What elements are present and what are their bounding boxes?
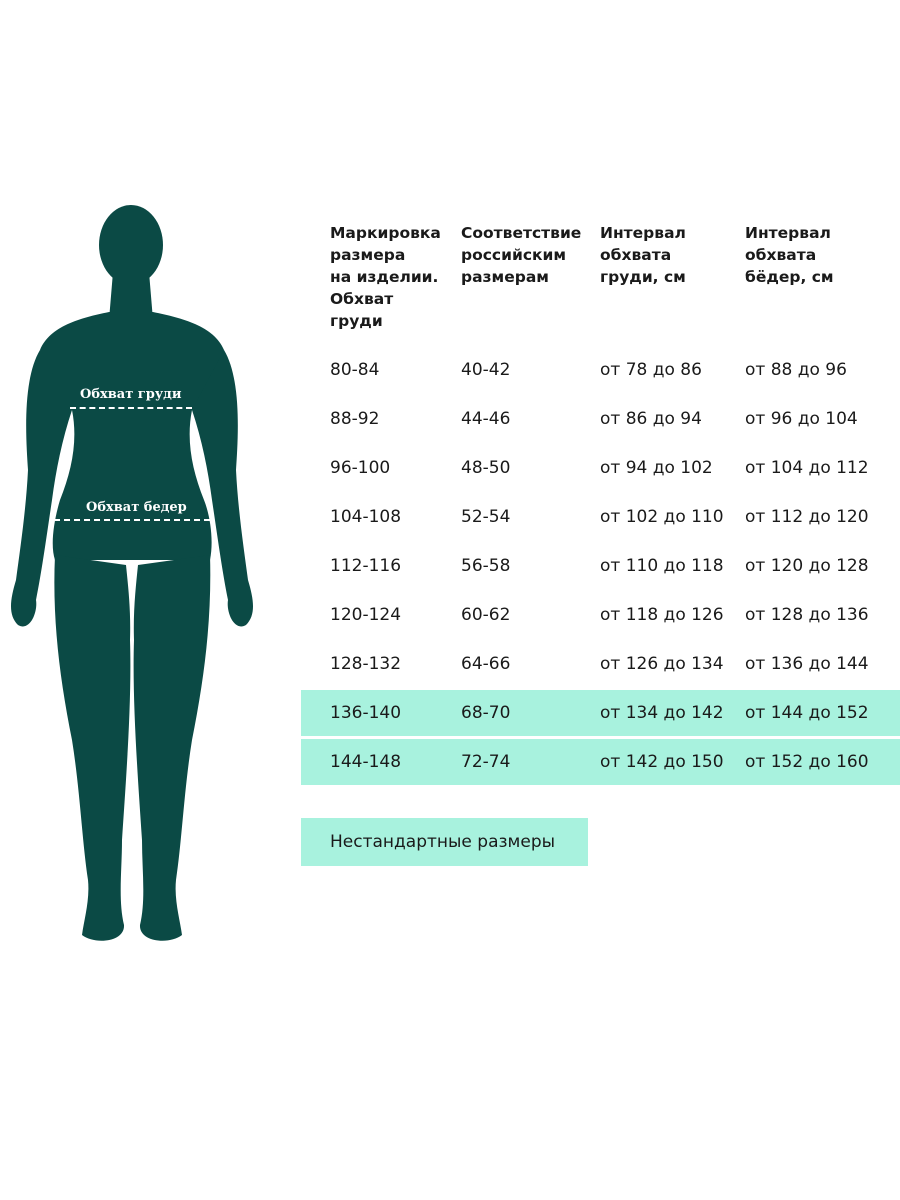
cell-hip-range: от 128 до 136 — [745, 605, 869, 625]
cell-russian-size: 60-62 — [461, 605, 511, 625]
body-silhouette-icon — [11, 205, 253, 941]
cell-russian-size: 44-46 — [461, 409, 511, 429]
cell-size-marking: 120-124 — [330, 605, 402, 625]
cell-chest-range: от 94 до 102 — [600, 458, 713, 478]
cell-chest-range: от 110 до 118 — [600, 556, 724, 576]
cell-russian-size: 56-58 — [461, 556, 511, 576]
table-row: 128-132 64-66 от 126 до 134 от 136 до 14… — [301, 641, 900, 687]
table-row: 120-124 60-62 от 118 до 126 от 128 до 13… — [301, 592, 900, 638]
body-silhouette: Обхват груди Обхват бедер — [0, 0, 260, 960]
header-hip-range: Интервал обхвата бёдер, см — [745, 224, 834, 286]
table-row: 112-116 56-58 от 110 до 118 от 120 до 12… — [301, 543, 900, 589]
table-row-highlighted: 144-148 72-74 от 142 до 150 от 152 до 16… — [301, 739, 900, 785]
hip-measure-line — [54, 519, 210, 521]
nonstandard-sizes-label: Нестандартные размеры — [301, 818, 588, 866]
cell-hip-range: от 152 до 160 — [745, 752, 869, 772]
cell-size-marking: 80-84 — [330, 360, 380, 380]
cell-hip-range: от 88 до 96 — [745, 360, 847, 380]
table-row: 80-84 40-42 от 78 до 86 от 88 до 96 — [301, 347, 900, 393]
cell-russian-size: 52-54 — [461, 507, 511, 527]
cell-size-marking: 144-148 — [330, 752, 402, 772]
cell-russian-size: 40-42 — [461, 360, 511, 380]
table-row: 96-100 48-50 от 94 до 102 от 104 до 112 — [301, 445, 900, 491]
cell-chest-range: от 102 до 110 — [600, 507, 724, 527]
cell-hip-range: от 136 до 144 — [745, 654, 869, 674]
cell-hip-range: от 120 до 128 — [745, 556, 869, 576]
cell-size-marking: 96-100 — [330, 458, 391, 478]
hip-label: Обхват бедер — [86, 500, 187, 515]
table-row-highlighted: 136-140 68-70 от 134 до 142 от 144 до 15… — [301, 690, 900, 736]
cell-chest-range: от 142 до 150 — [600, 752, 724, 772]
header-size-marking: Маркировка размера на изделии. Обхват гр… — [330, 224, 441, 330]
cell-chest-range: от 118 до 126 — [600, 605, 724, 625]
cell-hip-range: от 104 до 112 — [745, 458, 869, 478]
cell-size-marking: 112-116 — [330, 556, 402, 576]
header-chest-range: Интервал обхвата груди, см — [600, 224, 686, 286]
table-row: 88-92 44-46 от 86 до 94 от 96 до 104 — [301, 396, 900, 442]
chest-measure-line — [70, 407, 192, 409]
cell-size-marking: 136-140 — [330, 703, 402, 723]
cell-hip-range: от 144 до 152 — [745, 703, 869, 723]
header-russian-size: Соответствие российским размерам — [461, 224, 582, 286]
cell-hip-range: от 96 до 104 — [745, 409, 858, 429]
table-row: 104-108 52-54 от 102 до 110 от 112 до 12… — [301, 494, 900, 540]
cell-chest-range: от 126 до 134 — [600, 654, 724, 674]
cell-chest-range: от 86 до 94 — [600, 409, 702, 429]
cell-russian-size: 64-66 — [461, 654, 511, 674]
cell-size-marking: 88-92 — [330, 409, 380, 429]
cell-russian-size: 72-74 — [461, 752, 511, 772]
cell-russian-size: 48-50 — [461, 458, 511, 478]
cell-russian-size: 68-70 — [461, 703, 511, 723]
cell-size-marking: 128-132 — [330, 654, 402, 674]
chest-label: Обхват груди — [80, 387, 182, 402]
cell-chest-range: от 78 до 86 — [600, 360, 702, 380]
cell-chest-range: от 134 до 142 — [600, 703, 724, 723]
cell-size-marking: 104-108 — [330, 507, 402, 527]
cell-hip-range: от 112 до 120 — [745, 507, 869, 527]
